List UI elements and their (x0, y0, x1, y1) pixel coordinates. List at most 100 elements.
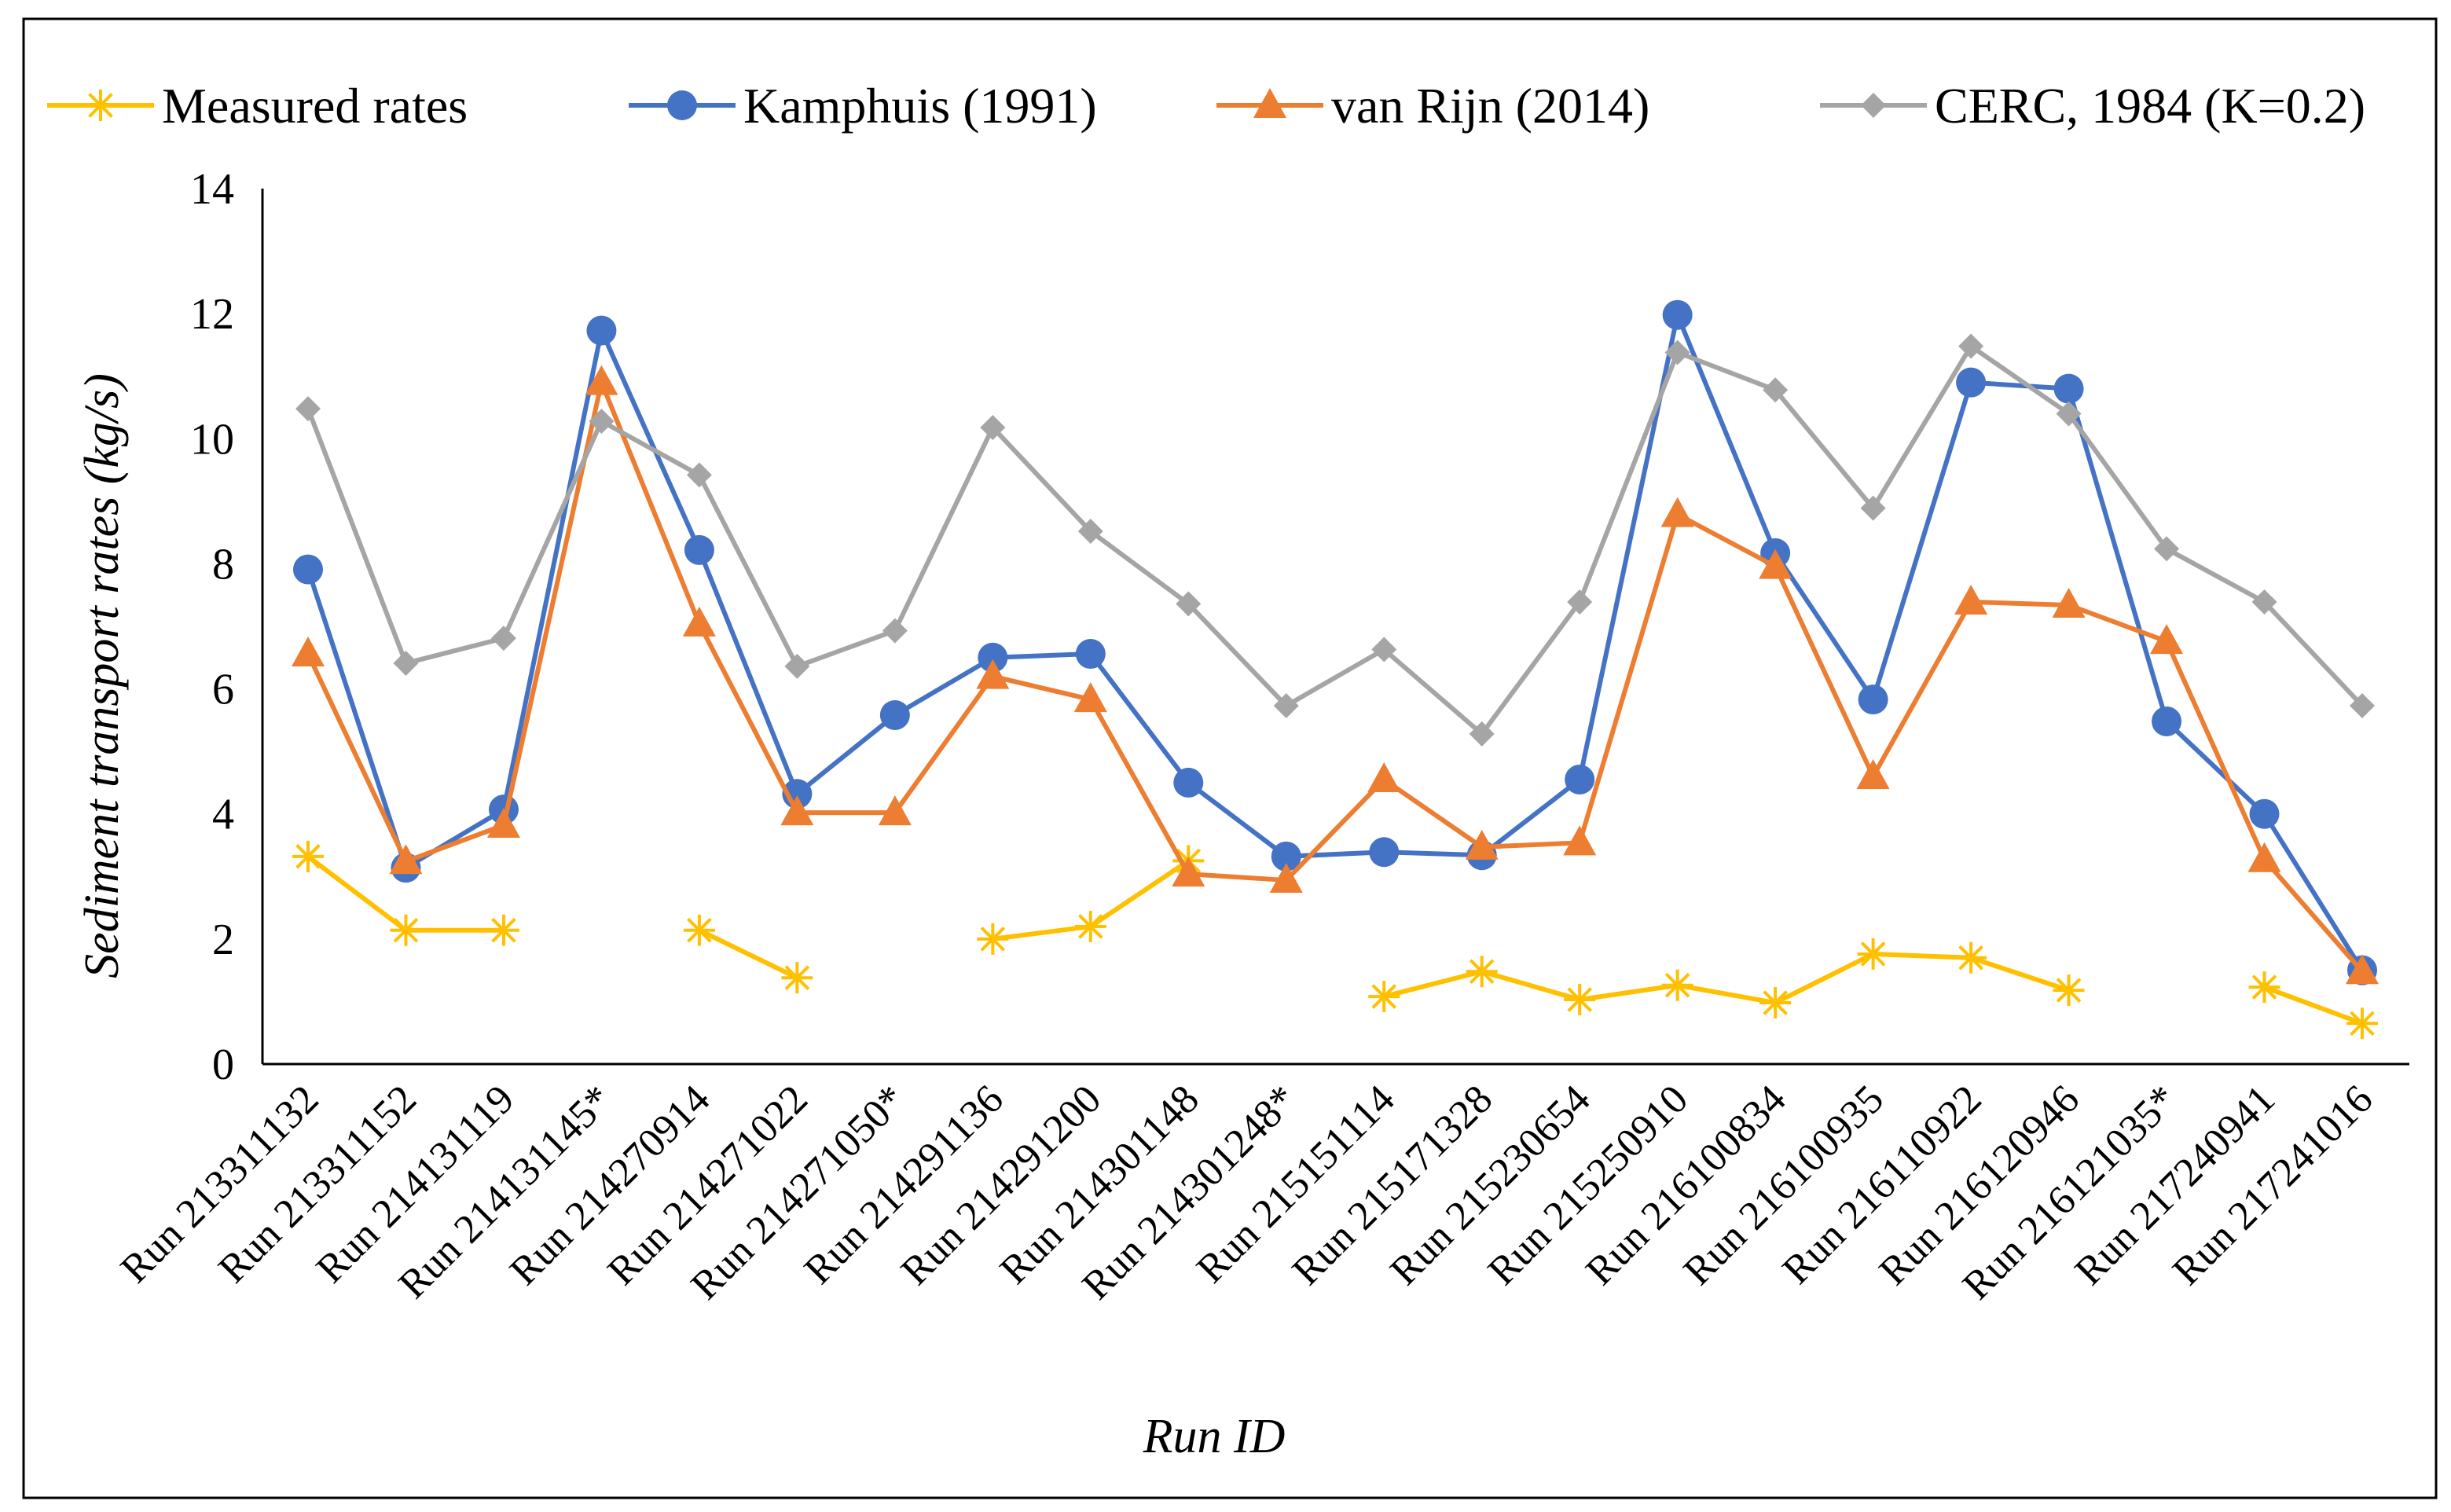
data-point (1759, 987, 1792, 1019)
data-point (978, 642, 1008, 673)
data-point (1273, 693, 1299, 719)
y-tick-label: 8 (212, 540, 234, 589)
series-measured-rates (292, 840, 2378, 1040)
legend-label: van Rijn (2014) (1331, 78, 1649, 134)
data-point (490, 626, 516, 651)
data-point (1567, 589, 1593, 615)
data-point (2251, 589, 2277, 615)
data-point (2350, 693, 2375, 719)
legend-label: Kamphuis (1991) (743, 78, 1097, 134)
legend-item: van Rijn (2014) (1216, 78, 1649, 134)
data-point (389, 844, 423, 875)
data-point (390, 914, 422, 946)
data-point (980, 414, 1006, 440)
data-point (1269, 863, 1303, 894)
legend-marker (1861, 93, 1886, 118)
y-tick-label: 6 (212, 666, 234, 714)
legend-item: Kamphuis (1991) (629, 78, 1097, 134)
data-point (2053, 974, 2085, 1007)
data-point (2053, 373, 2084, 404)
series-van-rijn-2014 (292, 365, 2379, 985)
legend-item: Measured rates (47, 78, 468, 134)
data-point (1759, 549, 1792, 579)
data-point (487, 914, 519, 946)
data-point (589, 409, 615, 435)
data-point (2052, 587, 2086, 618)
legend-marker (1253, 88, 1286, 118)
data-point (684, 534, 714, 565)
data-point (1176, 591, 1202, 617)
y-tick-label: 2 (212, 916, 234, 964)
legend-marker (85, 90, 116, 121)
data-point (2152, 706, 2182, 736)
data-point (977, 923, 1009, 955)
data-point (1077, 519, 1103, 545)
data-point (1856, 758, 1890, 789)
legend-marker (667, 90, 697, 120)
data-point (1564, 984, 1596, 1016)
series-line (306, 312, 2365, 972)
data-point (1173, 767, 1204, 798)
data-point (976, 659, 1010, 689)
chart-frame (22, 17, 2438, 1499)
data-point (1172, 857, 1205, 887)
legend-label: Measured rates (162, 78, 468, 134)
data-point (2154, 536, 2180, 562)
data-point (1955, 941, 1987, 974)
data-point (1075, 639, 1106, 670)
data-point (1954, 584, 1988, 615)
data-point (686, 462, 712, 488)
data-point (780, 795, 814, 826)
data-point (879, 699, 910, 730)
data-point (1367, 762, 1401, 792)
series-cerc-1984-k-0-2 (295, 333, 2375, 747)
data-point (1563, 825, 1597, 856)
series-line (698, 928, 798, 980)
data-point (1664, 339, 1690, 365)
y-tick-label: 14 (190, 165, 234, 214)
data-point (2249, 798, 2280, 829)
data-point (2056, 401, 2082, 427)
data-point (1956, 367, 1987, 398)
series-kamphuis-1991 (293, 299, 2377, 985)
data-point (878, 795, 912, 826)
data-point (1073, 682, 1107, 713)
data-point (2150, 624, 2184, 655)
data-point (2346, 1007, 2378, 1040)
legend-label: CERC, 1984 (K=0.2) (1935, 78, 2365, 134)
data-point (1958, 333, 1984, 359)
data-point (1662, 299, 1693, 330)
data-point (586, 315, 617, 346)
data-point (1565, 764, 1595, 795)
data-point (1371, 637, 1397, 662)
data-point (585, 365, 618, 395)
x-axis-label: Run ID (1143, 1410, 1286, 1463)
legend: Measured rates Kamphuis (1991) van Rijn (2… (47, 78, 2365, 134)
data-point (1858, 684, 1888, 715)
data-point (1074, 910, 1106, 942)
data-point (1466, 956, 1498, 988)
series-group (292, 299, 2379, 1040)
data-point (2248, 971, 2280, 1004)
y-tick-label: 10 (190, 415, 234, 464)
data-point (2247, 842, 2281, 872)
data-point (784, 653, 810, 679)
data-point (486, 808, 520, 839)
data-point (1860, 495, 1886, 521)
data-point (1661, 969, 1693, 1001)
data-point (1271, 841, 1301, 872)
y-tick-label: 4 (212, 791, 234, 839)
series-line (1383, 951, 2070, 1006)
y-tick-label: 12 (190, 290, 234, 339)
data-point (292, 840, 324, 872)
y-tick-label: 0 (212, 1040, 234, 1089)
series-line (306, 380, 2365, 974)
data-point (1763, 377, 1789, 403)
data-point (1660, 497, 1694, 527)
data-point (2346, 954, 2379, 985)
data-point (293, 554, 323, 585)
data-point (1369, 837, 1400, 868)
data-point (682, 606, 716, 637)
data-point (683, 914, 715, 946)
